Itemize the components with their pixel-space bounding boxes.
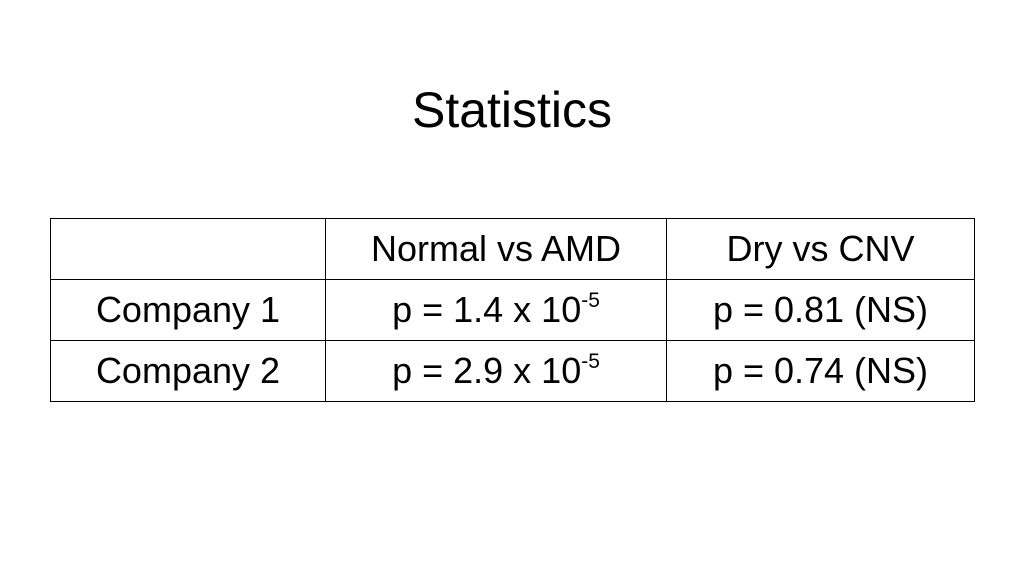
- header-cell-dry-vs-cnv: Dry vs CNV: [666, 218, 975, 280]
- table-row: Company 1 p = 1.4 x 10-5 p = 0.81 (NS): [50, 279, 975, 341]
- table-row: Company 2 p = 2.9 x 10-5 p = 0.74 (NS): [50, 340, 975, 402]
- header-cell-empty: [50, 218, 326, 280]
- cell-normal-vs-amd: p = 1.4 x 10-5: [325, 279, 667, 341]
- statistics-table: Normal vs AMD Dry vs CNV Company 1 p = 1…: [50, 218, 975, 402]
- cell-dry-vs-cnv: p = 0.81 (NS): [666, 279, 975, 341]
- header-cell-normal-vs-amd: Normal vs AMD: [325, 218, 667, 280]
- slide-title: Statistics: [411, 82, 613, 138]
- row-label-company-2: Company 2: [50, 340, 326, 402]
- table-header-row: Normal vs AMD Dry vs CNV: [50, 218, 975, 280]
- cell-normal-vs-amd: p = 2.9 x 10-5: [325, 340, 667, 402]
- p-value-exponent: -5: [581, 289, 600, 312]
- p-value-base: p = 1.4 x 10: [392, 289, 582, 330]
- cell-dry-vs-cnv: p = 0.74 (NS): [666, 340, 975, 402]
- p-value-base: p = 2.9 x 10: [392, 350, 582, 391]
- row-label-company-1: Company 1: [50, 279, 326, 341]
- p-value-exponent: -5: [581, 350, 600, 373]
